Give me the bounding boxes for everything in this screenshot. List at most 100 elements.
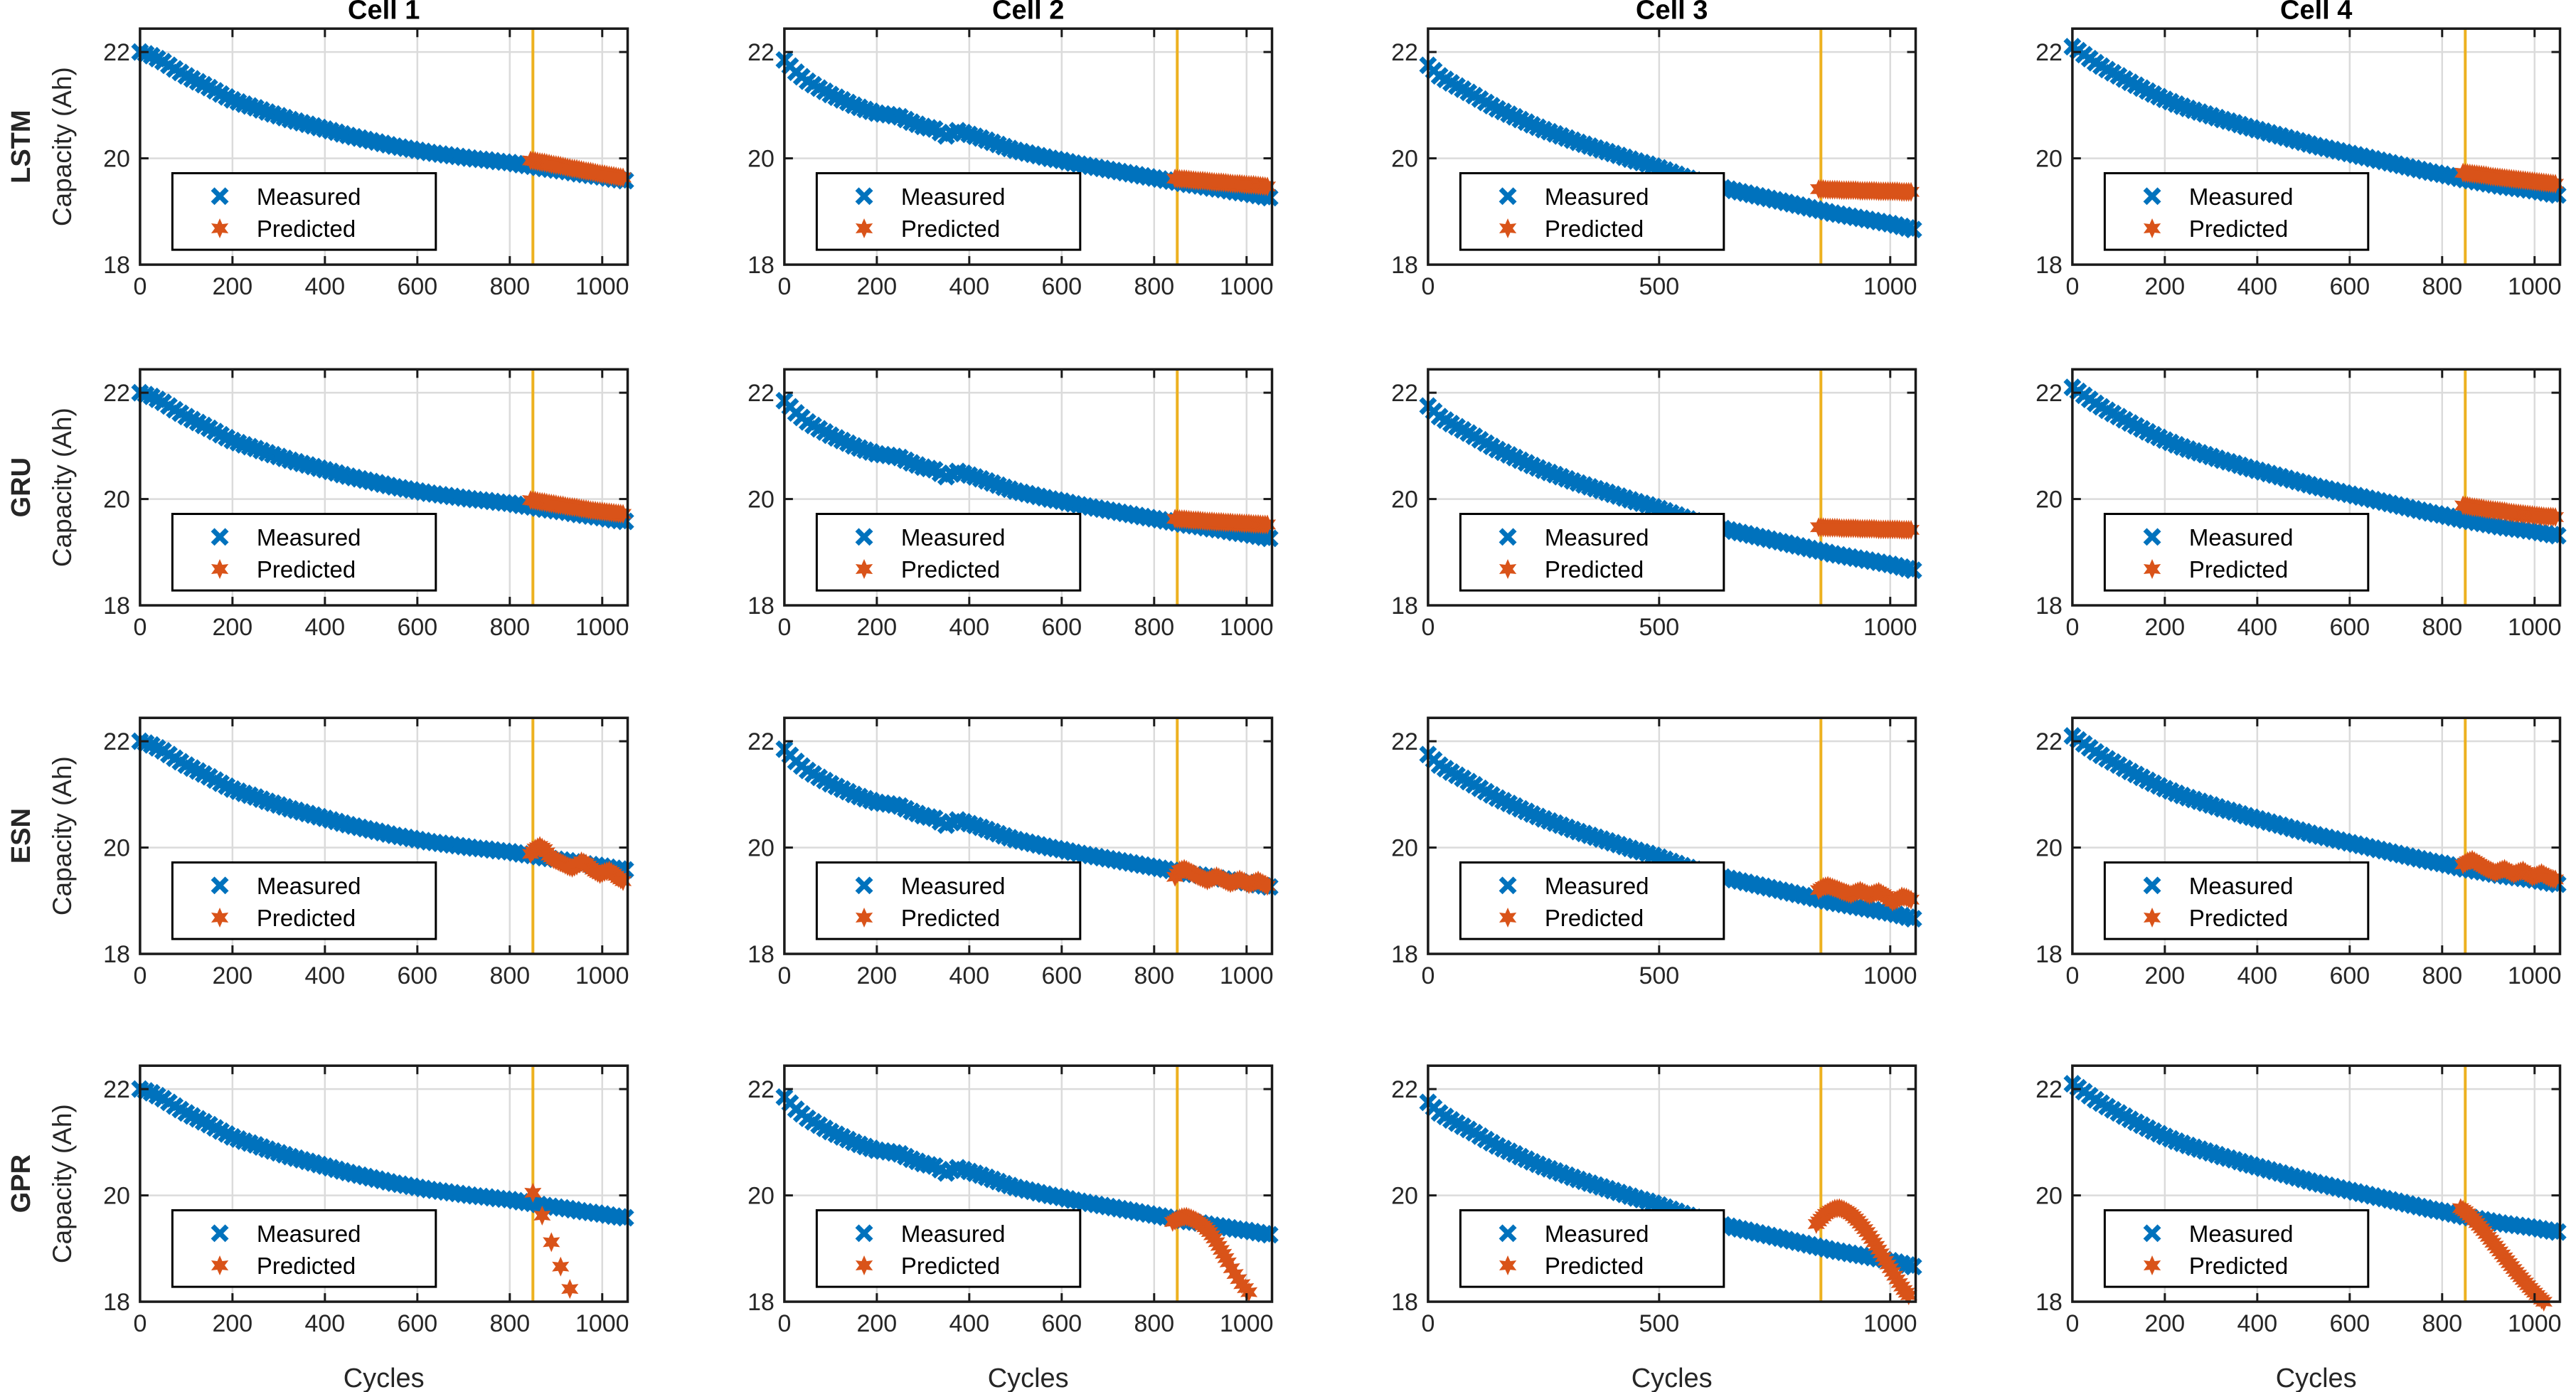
subplot-GRU-Cell-4: 0 200 400 600 800 1000 18 20 22 Measured Predicted — [2035, 368, 2567, 641]
legend-predicted-label: Predicted — [257, 556, 356, 583]
subplot-GPR-Cell-3: 0 500 1000 18 20 22 Cycles Measured Predicted — [1391, 1064, 1922, 1392]
legend-measured-marker-icon — [1499, 1224, 1517, 1243]
legend-measured-label: Measured — [900, 1221, 1005, 1247]
subplot-GPR-Cell-4: 0 200 400 600 800 1000 18 20 22 Cycles Measured Pre… — [2035, 1064, 2567, 1392]
y-tick-label: 22 — [1391, 39, 1418, 66]
legend-predicted-marker-icon — [1499, 1255, 1517, 1275]
predicted-marker — [524, 1182, 542, 1203]
x-tick-label: 800 — [489, 614, 530, 641]
legend-box — [171, 1208, 437, 1288]
x-tick-label: 1000 — [2507, 962, 2561, 989]
plot-border — [1427, 368, 1917, 607]
x-tick-label: 1000 — [575, 273, 629, 300]
y-tick-label: 22 — [103, 380, 130, 407]
x-tick-label: 200 — [2144, 1310, 2185, 1337]
legend-measured-label: Measured — [1545, 184, 1649, 210]
measured-series — [2063, 378, 2567, 545]
legend-measured-marker-icon — [2143, 528, 2161, 546]
subplot-GPR-Cell-2: 0 200 400 600 800 1000 18 20 22 Cycles Measured Pre… — [747, 1064, 1279, 1392]
column-title: Cell 3 — [1636, 0, 1708, 25]
legend: Measured Predicted — [815, 513, 1081, 592]
legend-box — [171, 172, 437, 251]
x-tick-label: 800 — [2422, 614, 2462, 641]
legend-measured-marker-icon — [211, 528, 229, 546]
subplot-cell-GRU-Cell-2: 0 200 400 600 800 1000 18 20 22 Measured Predicted — [644, 348, 1289, 696]
x-tick-label: 1000 — [575, 614, 629, 641]
legend-predicted-marker-icon — [855, 1255, 873, 1275]
legend: Measured Predicted — [171, 172, 437, 251]
subplot-cell-GRU-Cell-3: 0 500 1000 18 20 22 Measured Predicted — [1288, 348, 1932, 696]
x-tick-label: 800 — [2422, 1310, 2462, 1337]
predicted-marker — [1900, 1285, 1917, 1305]
tick-marks — [1427, 1065, 1916, 1302]
y-tick-label: 20 — [1391, 146, 1418, 173]
legend-measured-label: Measured — [900, 872, 1005, 898]
y-tick-label: 20 — [2035, 487, 2063, 514]
x-tick-label: 200 — [213, 962, 253, 989]
subplot-cell-ESN-Cell-2: 0 200 400 600 800 1000 18 20 22 Measured Predicted — [644, 696, 1289, 1044]
legend-measured-marker-icon — [211, 187, 229, 206]
x-tick-label: 600 — [1041, 273, 1082, 300]
predicted-series — [2454, 162, 2564, 194]
x-tick-label: 0 — [1421, 1310, 1435, 1337]
x-tick-label: 400 — [2237, 962, 2277, 989]
subplot-LSTM-Cell-1: 0 200 400 600 800 1000 18 20 22 Cell 1 LSTM Capacit… — [6, 0, 634, 300]
subplot-ESN-Cell-3: 0 500 1000 18 20 22 Measured Predicted — [1391, 716, 1922, 989]
x-tick-label: 1000 — [2507, 273, 2561, 300]
x-tick-label: 1000 — [1219, 614, 1273, 641]
y-tick-label: 20 — [103, 1182, 130, 1209]
x-tick-label: 0 — [133, 962, 147, 989]
x-tick-label: 200 — [856, 962, 897, 989]
predicted-marker — [1229, 1269, 1247, 1290]
subplot-cell-GRU-Cell-1: 0 200 400 600 800 1000 18 20 22 GRU Capacity (Ah) M… — [0, 348, 644, 696]
legend-box — [1459, 861, 1725, 940]
y-tick-label: 22 — [747, 39, 775, 66]
subplot-LSTM-Cell-4: 0 200 400 600 800 1000 18 20 22 Cell 4 Measured Pre… — [2035, 0, 2567, 300]
y-tick-label: 20 — [2035, 1182, 2063, 1209]
predicted-series — [1809, 179, 1920, 202]
plot-border — [782, 368, 1273, 607]
plot-border — [782, 1064, 1273, 1303]
y-tick-label: 20 — [2035, 834, 2063, 861]
measured-series — [131, 732, 634, 878]
gridlines — [1427, 1065, 1916, 1302]
legend-box — [815, 513, 1081, 592]
legend-measured-marker-icon — [1499, 876, 1517, 894]
y-tick-label: 22 — [103, 39, 130, 66]
predicted-marker — [1225, 1263, 1244, 1284]
plot-border — [139, 368, 629, 607]
x-tick-label: 200 — [2144, 273, 2185, 300]
measured-series — [1419, 745, 1922, 928]
legend-measured-label: Measured — [1545, 872, 1649, 898]
subplot-cell-LSTM-Cell-1: 0 200 400 600 800 1000 18 20 22 Cell 1 LSTM Capacit… — [0, 0, 644, 348]
y-tick-label: 18 — [2035, 252, 2063, 279]
x-tick-label: 200 — [213, 1310, 253, 1337]
x-tick-label: 600 — [397, 1310, 437, 1337]
predicted-series — [1166, 859, 1276, 896]
x-tick-label: 600 — [1041, 1310, 1082, 1337]
legend-predicted-label: Predicted — [1545, 904, 1644, 930]
x-tick-label: 800 — [2422, 962, 2462, 989]
y-tick-label: 22 — [1391, 1076, 1418, 1103]
legend-predicted-label: Predicted — [1545, 216, 1644, 242]
y-tick-label: 20 — [2035, 146, 2063, 173]
tick-marks — [139, 1065, 628, 1302]
legend-measured-label: Measured — [1545, 1221, 1649, 1247]
legend: Measured Predicted — [171, 861, 437, 940]
plot-border — [2070, 368, 2561, 607]
legend-measured-marker-icon — [855, 528, 873, 546]
x-tick-label: 400 — [2237, 273, 2277, 300]
legend-predicted-marker-icon — [855, 907, 873, 928]
legend-predicted-marker-icon — [211, 559, 229, 580]
legend-measured-label: Measured — [2188, 1221, 2293, 1247]
measured-series — [131, 1080, 634, 1227]
plot-border — [1427, 1064, 1917, 1303]
x-tick-label: 1000 — [1219, 962, 1273, 989]
legend-box — [815, 861, 1081, 940]
y-tick-label: 22 — [2035, 728, 2063, 755]
subplot-cell-GPR-Cell-2: 0 200 400 600 800 1000 18 20 22 Cycles Measured Pre… — [644, 1044, 1289, 1392]
y-tick-label: 18 — [2035, 941, 2063, 968]
tick-marks — [784, 717, 1272, 954]
x-tick-label: 0 — [2065, 273, 2079, 300]
